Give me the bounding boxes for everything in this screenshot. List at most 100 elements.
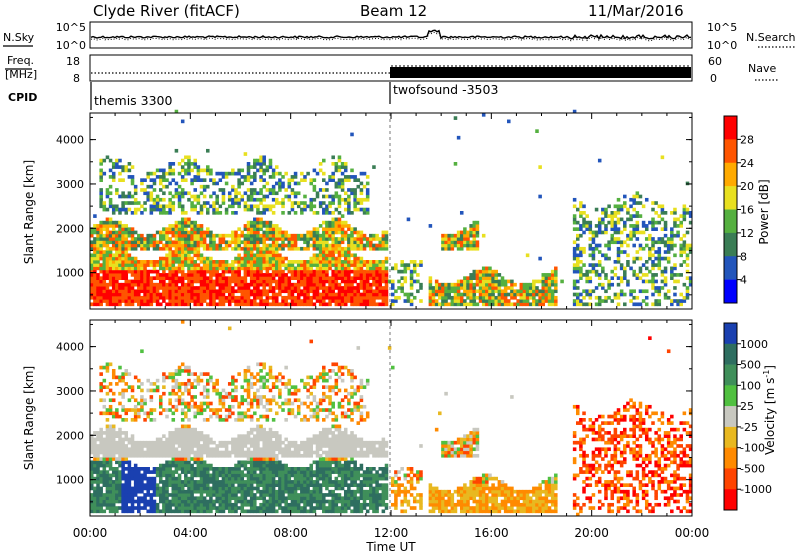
heatmap-cell <box>200 240 204 244</box>
heatmap-cell <box>143 474 147 478</box>
heatmap-cell <box>175 506 179 510</box>
heatmap-cell <box>118 415 122 419</box>
heatmap-cell <box>247 257 251 261</box>
heatmap-cell <box>501 302 505 306</box>
heatmap-cell <box>313 178 317 182</box>
heatmap-cell <box>244 467 248 471</box>
heatmap-cell <box>309 198 313 202</box>
heatmap-cell <box>319 169 323 173</box>
heatmap-cell <box>585 289 589 293</box>
heatmap-cell <box>99 302 103 306</box>
heatmap-cell <box>168 500 172 504</box>
heatmap-cell <box>225 296 229 300</box>
heatmap-cell <box>294 299 298 303</box>
heatmap-cell <box>513 283 517 287</box>
heatmap-cell <box>244 299 248 303</box>
heatmap-cell <box>203 234 207 238</box>
heatmap-cell <box>134 467 138 471</box>
heatmap-cell <box>150 441 154 445</box>
heatmap-cell <box>222 477 226 481</box>
heatmap-cell <box>181 302 185 306</box>
heatmap-cell <box>140 247 144 251</box>
heatmap-cell <box>150 302 154 306</box>
heatmap-cell <box>670 231 674 235</box>
heatmap-cell <box>639 276 643 280</box>
heatmap-cell <box>228 283 232 287</box>
heatmap-cell <box>128 162 132 166</box>
heatmap-cell <box>353 227 357 231</box>
heatmap-cell <box>360 302 364 306</box>
heatmap-cell <box>99 162 103 166</box>
heatmap-cell <box>99 247 103 251</box>
heatmap-cell <box>316 257 320 261</box>
heatmap-cell <box>187 464 191 468</box>
heatmap-cell <box>244 204 248 208</box>
heatmap-cell <box>291 208 295 212</box>
heatmap-cell <box>256 159 260 163</box>
heatmap-cell <box>225 454 229 458</box>
heatmap-cell <box>278 273 282 277</box>
heatmap-cell <box>124 244 128 248</box>
heatmap-cell <box>573 263 577 267</box>
heatmap-cell <box>601 286 605 290</box>
heatmap-cell <box>291 260 295 264</box>
heatmap-cell <box>140 444 144 448</box>
heatmap-cell <box>589 224 593 228</box>
heatmap-cell <box>172 296 176 300</box>
heatmap-cell <box>193 250 197 254</box>
heatmap-cell <box>175 247 179 251</box>
heatmap-cell <box>463 240 467 244</box>
heatmap-cell <box>288 237 292 241</box>
heatmap-cell <box>190 237 194 241</box>
heatmap-cell <box>241 447 245 451</box>
heatmap-cell <box>328 221 332 225</box>
heatmap-cell <box>328 227 332 231</box>
heatmap-cell <box>648 250 652 254</box>
heatmap-cell <box>262 267 266 271</box>
heatmap-cell <box>162 496 166 500</box>
heatmap-cell <box>573 227 577 231</box>
heatmap-cell <box>335 257 339 261</box>
heatmap-cell <box>231 231 235 235</box>
heatmap-cell <box>103 240 107 244</box>
heatmap-cell <box>451 234 455 238</box>
heatmap-cell <box>394 289 398 293</box>
heatmap-cell <box>212 470 216 474</box>
heatmap-cell <box>159 293 163 297</box>
heatmap-cell <box>331 218 335 222</box>
heatmap-cell <box>219 408 223 412</box>
heatmap-cell <box>165 438 169 442</box>
heatmap-cell <box>341 276 345 280</box>
heatmap-cell <box>190 204 194 208</box>
heatmap-cell <box>234 496 238 500</box>
heatmap-cell <box>404 299 408 303</box>
heatmap-cell <box>385 244 389 248</box>
heatmap-cell <box>225 418 229 422</box>
heatmap-cell <box>172 496 176 500</box>
heatmap-cell <box>573 257 577 261</box>
heatmap-cell <box>291 299 295 303</box>
heatmap-cell <box>165 451 169 455</box>
heatmap-cell <box>165 441 169 445</box>
heatmap-cell <box>115 434 119 438</box>
heatmap-cell <box>153 480 157 484</box>
heatmap-cell <box>106 480 110 484</box>
heatmap-cell <box>542 276 546 280</box>
heatmap-cell <box>601 221 605 225</box>
heatmap-cell <box>219 289 223 293</box>
heatmap-cell <box>225 392 229 396</box>
heatmap-cell <box>554 299 558 303</box>
heatmap-cell <box>165 178 169 182</box>
heatmap-cell <box>106 411 110 415</box>
heatmap-cell <box>219 234 223 238</box>
heatmap-cell <box>266 188 270 192</box>
heatmap-cell <box>121 191 125 195</box>
heatmap-cell <box>222 201 226 205</box>
heatmap-cell <box>281 185 285 189</box>
heatmap-cell <box>131 270 135 274</box>
heatmap-cell <box>551 299 555 303</box>
heatmap-cell <box>316 299 320 303</box>
heatmap-cell <box>554 273 558 277</box>
heatmap-cell <box>269 244 273 248</box>
heatmap-cell <box>159 178 163 182</box>
